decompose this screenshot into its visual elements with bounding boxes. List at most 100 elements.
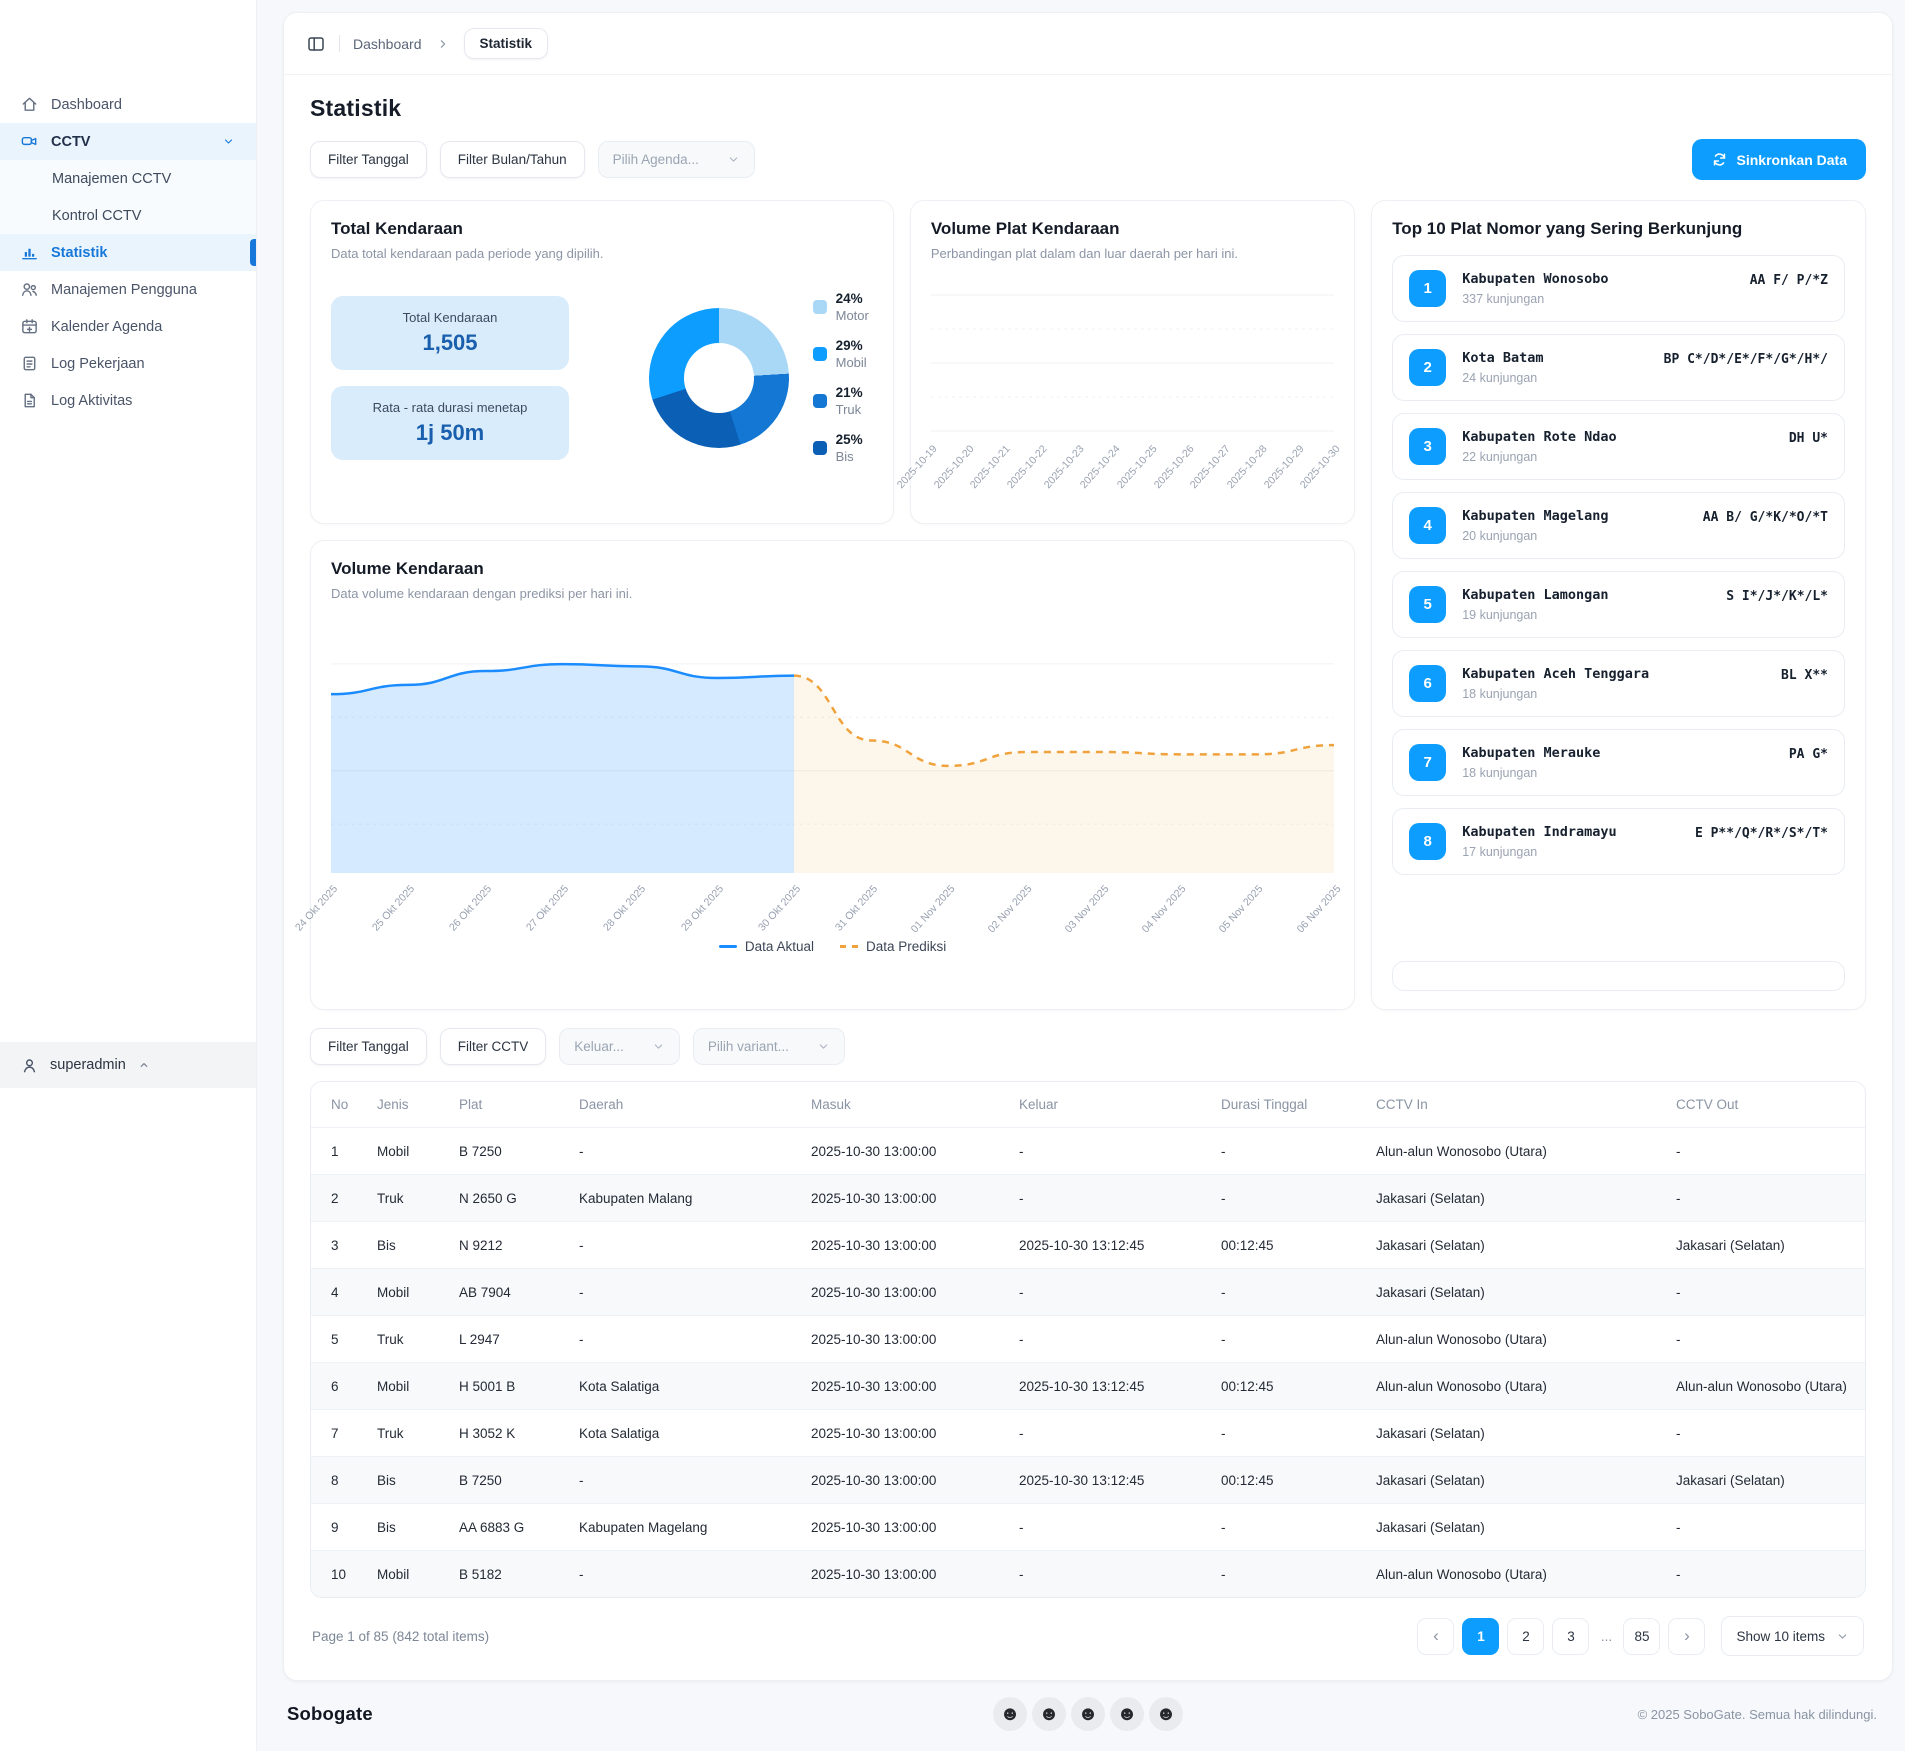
sidebar-item-kalender-agenda[interactable]: Kalender Agenda [0,308,256,345]
cell-cctv-out: - [1662,1551,1865,1598]
top10-list-item: 3 Kabupaten Rote Ndao 22 kunjungan DH U* [1392,413,1845,480]
cell-durasi: 00:12:45 [1207,1457,1362,1504]
pagination-controls: ‹ 1 2 3 ... 85 › Show 10 items [1417,1616,1864,1656]
sidebar-item-label: Manajemen Pengguna [51,282,197,298]
cell-no: 10 [311,1551,363,1598]
pilih-variant-select[interactable]: Pilih variant... [693,1028,845,1065]
sidebar-item-label: Manajemen CCTV [52,171,171,187]
sidebar-toggle-icon[interactable] [306,34,326,54]
table-filter-tanggal-button[interactable]: Filter Tanggal [310,1028,427,1065]
team-avatars: ☻ ☻ ☻ ☻ ☻ [993,1697,1183,1731]
volume-chart-legend: Data Aktual Data Prediksi [331,939,1334,954]
cell-jenis: Truk [363,1175,445,1222]
region-name: Kabupaten Aceh Tenggara [1462,666,1649,682]
sidebar-item-manajemen-pengguna[interactable]: Manajemen Pengguna [0,271,256,308]
legend-data-prediksi: Data Prediksi [840,939,946,954]
cell-durasi: 00:12:45 [1207,1222,1362,1269]
cell-cctv-in: Alun-alun Wonosobo (Utara) [1362,1363,1662,1410]
sinkronkan-data-button[interactable]: Sinkronkan Data [1692,139,1866,180]
cell-cctv-in: Alun-alun Wonosobo (Utara) [1362,1128,1662,1175]
cell-daerah: - [565,1551,797,1598]
page-button-3[interactable]: 3 [1552,1618,1589,1655]
document-icon [20,391,39,410]
sidebar-user-menu[interactable]: superadmin [0,1042,256,1088]
col-header-keluar: Keluar [1005,1082,1207,1128]
breadcrumb-bar: Dashboard Statistik [284,13,1892,75]
sidebar-item-kontrol-cctv[interactable]: Kontrol CCTV [0,197,256,234]
cell-cctv-out: - [1662,1269,1865,1316]
sidebar-item-label: Statistik [51,245,107,261]
cell-masuk: 2025-10-30 13:00:00 [797,1410,1005,1457]
filter-tanggal-button[interactable]: Filter Tanggal [310,141,427,178]
copyright-text: © 2025 SoboGate. Semua hak dilindungi. [1638,1707,1877,1722]
page-button-last[interactable]: 85 [1623,1618,1660,1655]
cell-keluar: - [1005,1504,1207,1551]
cell-durasi: - [1207,1269,1362,1316]
avatar-face-icon: ☻ [1110,1697,1144,1731]
plate-pattern: AA B/ G/*K/*O/*T [1703,510,1828,525]
card-subtitle: Data total kendaraan pada periode yang d… [331,246,873,261]
show-items-select[interactable]: Show 10 items [1721,1616,1864,1656]
cell-keluar: 2025-10-30 13:12:45 [1005,1222,1207,1269]
card-subtitle: Perbandingan plat dalam dan luar daerah … [931,246,1334,261]
cell-keluar: - [1005,1175,1207,1222]
cell-cctv-out: - [1662,1410,1865,1457]
volume-chart-x-axis: 24 Okt 202525 Okt 202526 Okt 202527 Okt … [331,881,1334,937]
sidebar-item-label: Log Pekerjaan [51,356,145,372]
visit-count: 24 kunjungan [1462,371,1543,385]
table-row: 9 Bis AA 6883 G Kabupaten Magelang 2025-… [311,1504,1865,1551]
sidebar-item-label: Dashboard [51,97,122,113]
sidebar-item-log-pekerjaan[interactable]: Log Pekerjaan [0,345,256,382]
plate-pattern: BL X** [1781,668,1828,683]
cell-cctv-out: - [1662,1128,1865,1175]
cell-durasi: - [1207,1551,1362,1598]
divider [339,35,340,52]
cell-jenis: Mobil [363,1128,445,1175]
breadcrumb-dashboard-link[interactable]: Dashboard [353,36,422,52]
stat-total-kendaraan: Total Kendaraan 1,505 [331,296,569,370]
page-filter-row: Filter Tanggal Filter Bulan/Tahun Pilih … [310,139,1866,180]
table-filter-cctv-button[interactable]: Filter CCTV [440,1028,547,1065]
pilih-agenda-select[interactable]: Pilih Agenda... [598,141,755,178]
volume-kendaraan-card: Volume Kendaraan Data volume kendaraan d… [310,540,1355,1010]
col-header-plat: Plat [445,1082,565,1128]
rank-badge: 2 [1409,349,1446,386]
cell-no: 1 [311,1128,363,1175]
prev-page-button[interactable]: ‹ [1417,1618,1454,1655]
cell-daerah: Kota Salatiga [565,1363,797,1410]
col-header-durasi: Durasi Tinggal [1207,1082,1362,1128]
calendar-plus-icon [20,317,39,336]
col-header-daerah: Daerah [565,1082,797,1128]
cell-plat: AA 6883 G [445,1504,565,1551]
legend-item: 24% Motor [813,291,869,323]
avatar-face-icon: ☻ [1032,1697,1066,1731]
cell-plat: L 2947 [445,1316,565,1363]
dashboard-grid: Total Kendaraan Data total kendaraan pad… [310,200,1866,1010]
sidebar-item-manajemen-cctv[interactable]: Manajemen CCTV [0,160,256,197]
cell-masuk: 2025-10-30 13:00:00 [797,1222,1005,1269]
rank-badge: 7 [1409,744,1446,781]
table-filter-row: Filter Tanggal Filter CCTV Keluar... Pil… [310,1028,1866,1065]
sidebar-item-log-aktivitas[interactable]: Log Aktivitas [0,382,256,419]
cell-jenis: Bis [363,1457,445,1504]
legend-data-aktual: Data Aktual [719,939,814,954]
sidebar-item-cctv[interactable]: CCTV [0,123,256,160]
cell-cctv-in: Alun-alun Wonosobo (Utara) [1362,1551,1662,1598]
cell-no: 4 [311,1269,363,1316]
sidebar-item-label: Kontrol CCTV [52,208,141,224]
cell-keluar: 2025-10-30 13:12:45 [1005,1457,1207,1504]
sidebar-item-statistik[interactable]: Statistik [0,234,256,271]
col-header-cctv-in: CCTV In [1362,1082,1662,1128]
sidebar-item-dashboard[interactable]: Dashboard [0,86,256,123]
page-button-2[interactable]: 2 [1507,1618,1544,1655]
top10-list-item: 8 Kabupaten Indramayu 17 kunjungan E P**… [1392,808,1845,875]
cell-no: 8 [311,1457,363,1504]
top10-list-item-clipped [1392,961,1845,991]
filter-bulan-tahun-button[interactable]: Filter Bulan/Tahun [440,141,585,178]
next-page-button[interactable]: › [1668,1618,1705,1655]
keluar-select[interactable]: Keluar... [559,1028,680,1065]
page-button-1[interactable]: 1 [1462,1618,1499,1655]
table-row: 10 Mobil B 5182 - 2025-10-30 13:00:00 - … [311,1551,1865,1598]
table-row: 7 Truk H 3052 K Kota Salatiga 2025-10-30… [311,1410,1865,1457]
visit-count: 17 kunjungan [1462,845,1616,859]
